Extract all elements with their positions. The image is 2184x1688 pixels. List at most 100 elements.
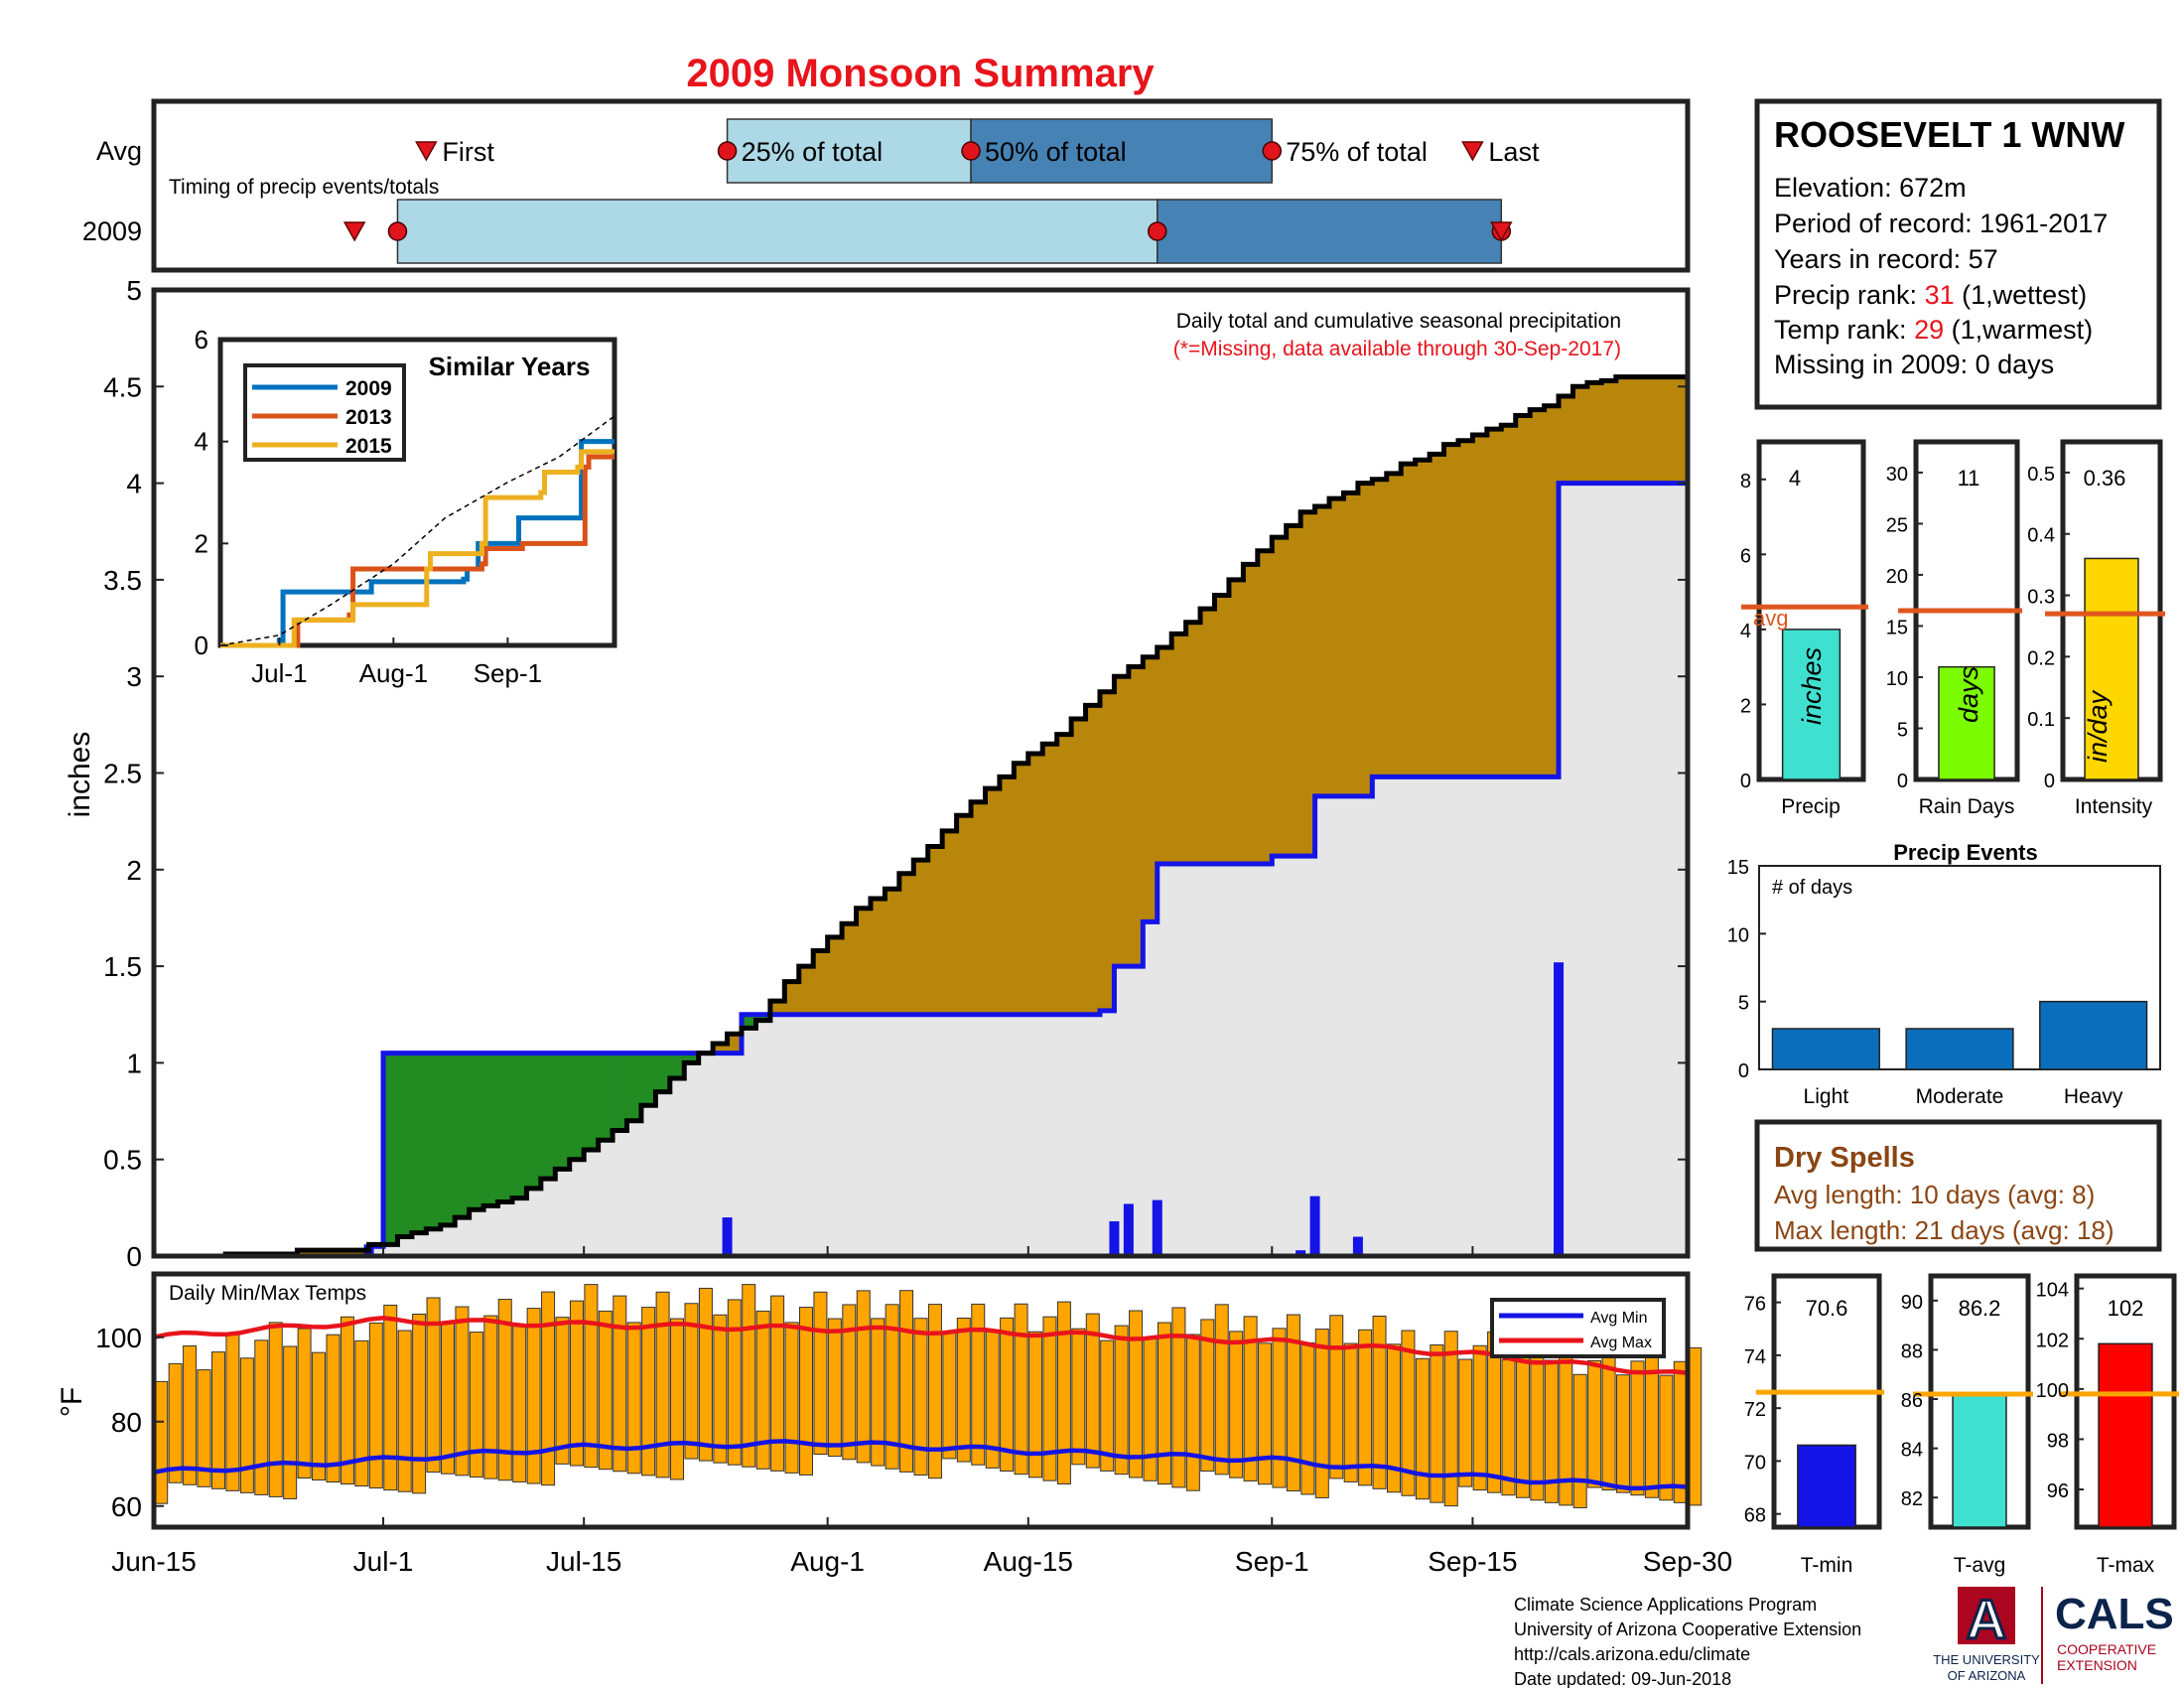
events-y-tick-label: 10 — [1727, 924, 1749, 946]
daily-temp-bar — [412, 1313, 427, 1494]
precip-bar — [1781, 629, 1842, 780]
above-average-fill — [1257, 550, 1273, 864]
avg-cumulative-line — [154, 481, 1688, 1259]
above-average-fill — [1114, 676, 1130, 967]
above-average-fill — [1386, 473, 1402, 777]
daily-temp-bar — [871, 1318, 886, 1467]
daily-temp-bar — [670, 1318, 685, 1480]
main-y-tick-label: 5 — [126, 275, 142, 306]
temps-ylabel: °F — [56, 1387, 88, 1417]
year-25-50-box — [396, 199, 1159, 264]
daily-precip-bar — [1109, 1220, 1120, 1256]
above-average-fill — [999, 776, 1015, 1015]
daily-temp-bar — [1415, 1357, 1430, 1500]
daily-precip-bar — [1296, 1250, 1306, 1256]
legend-label-2009: 2009 — [345, 377, 392, 400]
timing-dot-marker — [387, 221, 408, 241]
below-average-fill — [655, 1053, 671, 1092]
daily-temp-bar — [268, 1322, 283, 1497]
below-average-fill — [755, 1014, 771, 1021]
daily-temp-bar — [913, 1318, 928, 1477]
logo-coop-line-1: COOPERATIVE — [2057, 1641, 2156, 1657]
daily-temp-bar — [755, 1310, 770, 1470]
intensity-unit: in/day — [2083, 689, 2113, 763]
daily-temp-bar — [526, 1308, 541, 1484]
below-average-fill — [526, 1053, 542, 1189]
avg-50-75-box — [970, 118, 1274, 184]
main-precip-panel: 5 4.5 4 3.5 3 2.5 2 1.5 1 0.5 0 inches Daily total… — [64, 275, 1691, 1272]
intensity-y-tick-label: 0.4 — [2027, 525, 2055, 547]
daily-temp-bar — [1028, 1331, 1043, 1478]
logo-a-block — [1958, 1587, 2015, 1644]
daily-temp-bar — [813, 1291, 828, 1456]
daily-temp-bar — [483, 1315, 498, 1479]
main-note-1: Daily total and cumulative seasonal prec… — [1176, 310, 1621, 333]
precip-y-tick-label: 2 — [1740, 695, 1751, 717]
main-y-tick-label: 4.5 — [103, 371, 142, 402]
precip-events-chart: Light Moderate Heavy 0 5 10 15 Precip Events #… — [1727, 840, 2161, 1108]
daily-temp-bar — [1000, 1317, 1015, 1473]
footer-line-2: University of Arizona Cooperative Extens… — [1514, 1619, 1861, 1639]
daily-temp-bar — [1386, 1343, 1401, 1493]
logo-cals: CALS — [2055, 1590, 2174, 1638]
raindays-y-tick-label: 20 — [1886, 566, 1908, 588]
above-average-fill — [1401, 464, 1417, 777]
timing-dot-marker — [1262, 141, 1283, 161]
p25-label: 25% of total — [742, 137, 884, 167]
daily-temp-bar — [1401, 1330, 1416, 1496]
daily-temp-bar — [1587, 1359, 1602, 1488]
timing-triangle-marker — [342, 221, 366, 242]
tmax-y-tick-label: 96 — [2047, 1480, 2069, 1502]
x-tick-label: Sep-15 — [1428, 1546, 1517, 1577]
daily-temp-bar — [684, 1303, 699, 1460]
above-average-fill — [1099, 691, 1116, 1011]
above-average-fill — [1014, 763, 1029, 1015]
daily-temp-bar — [1042, 1316, 1057, 1481]
main-y-tick-label: 4 — [126, 469, 142, 499]
above-average-fill — [1085, 705, 1101, 1015]
below-average-fill — [397, 1053, 413, 1237]
daily-temp-bar — [899, 1290, 914, 1473]
below-average-fill — [497, 1053, 513, 1202]
tmin-bar — [1797, 1444, 1856, 1528]
avg-max-line — [153, 1316, 1689, 1375]
daily-temp-bar — [368, 1322, 383, 1489]
above-average-fill — [1586, 382, 1602, 484]
above-average-fill — [1472, 434, 1488, 777]
above-average-fill — [1430, 454, 1445, 777]
daily-temp-bar — [971, 1303, 986, 1466]
daily-precip-bar — [1152, 1199, 1162, 1256]
above-average-fill — [1515, 415, 1531, 777]
station-info-box: ROOSEVELT 1 WNW Elevation: 672m Period o… — [1754, 98, 2162, 410]
tmax-y-tick-label: 100 — [2036, 1380, 2069, 1402]
daily-temp-bar — [1014, 1303, 1028, 1476]
timing-triangle-marker — [1461, 141, 1484, 162]
daily-temp-bar — [1515, 1345, 1530, 1498]
above-average-fill — [827, 936, 843, 1015]
below-average-fill — [511, 1053, 528, 1198]
below-average-fill — [455, 1053, 471, 1218]
daily-temp-bar — [168, 1362, 183, 1483]
daily-temp-bar — [210, 1351, 225, 1489]
above-average-fill — [942, 830, 958, 1015]
daily-temp-bar — [312, 1351, 327, 1481]
intensity-y-tick-label: 0.1 — [2027, 709, 2055, 731]
similar-y-tick-label: 6 — [195, 325, 208, 354]
similar-x-tick-label: Jul-1 — [251, 658, 307, 688]
above-average-fill — [769, 1001, 785, 1015]
raindays-y-tick-label: 10 — [1886, 668, 1908, 690]
x-tick-label: Sep-30 — [1643, 1546, 1732, 1577]
avg-25-50-box — [726, 118, 972, 184]
main-y-tick-label: 3.5 — [103, 565, 142, 596]
events-category-label: Heavy — [2064, 1085, 2123, 1108]
precip-y-tick-label: 8 — [1740, 471, 1751, 492]
daily-precip-bar — [722, 1217, 733, 1256]
events-bar-light — [1771, 1028, 1880, 1070]
above-average-fill — [985, 788, 1001, 1015]
above-average-fill — [1357, 483, 1373, 796]
above-average-fill — [1486, 429, 1502, 777]
temp-y-tick-label: 100 — [95, 1323, 142, 1353]
daily-temp-bar — [770, 1295, 785, 1472]
